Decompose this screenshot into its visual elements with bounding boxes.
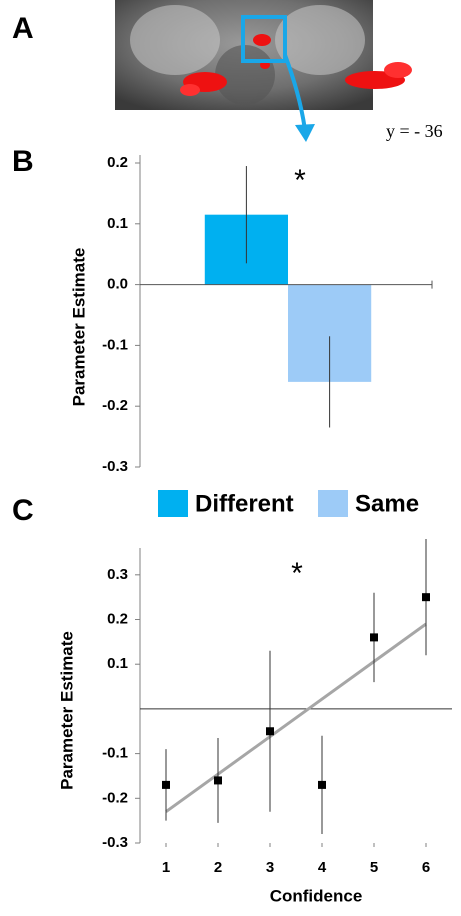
data-point (162, 780, 170, 789)
brain-image (115, 0, 412, 142)
data-point (422, 593, 430, 602)
x-tick-label: 6 (422, 859, 430, 876)
y-tick-label: -0.1 (102, 336, 128, 353)
y-tick-label: 0.3 (107, 566, 128, 583)
y-tick-label: 0.1 (107, 215, 128, 232)
y-axis-label: Parameter Estimate (69, 248, 88, 407)
legend-swatch (158, 490, 188, 517)
y-tick-label: -0.2 (102, 789, 128, 806)
y-tick-label: -0.2 (102, 397, 128, 414)
data-point (266, 727, 274, 736)
panel-label: C (12, 494, 34, 527)
legend-label: Different (195, 490, 294, 517)
x-axis-label: Confidence (270, 886, 363, 905)
data-point (370, 633, 378, 642)
slice-caption: y = - 36 (386, 121, 443, 141)
annotation: * (294, 164, 306, 197)
data-point (318, 780, 326, 789)
x-tick-label: 2 (214, 859, 222, 876)
annotation: * (291, 557, 303, 590)
y-tick-label: 0.2 (107, 154, 128, 171)
y-tick-label: 0.0 (107, 276, 128, 293)
y-tick-label: 0.1 (107, 655, 128, 672)
x-tick-label: 1 (162, 859, 170, 876)
y-tick-label: -0.3 (102, 834, 128, 851)
panel-label: B (12, 145, 34, 178)
data-point (214, 776, 222, 785)
y-tick-label: -0.1 (102, 745, 128, 762)
y-tick-label: -0.3 (102, 458, 128, 475)
trend-line (165, 622, 427, 813)
x-tick-label: 4 (318, 859, 327, 876)
x-tick-label: 3 (266, 859, 274, 876)
x-tick-label: 5 (370, 859, 378, 876)
y-tick-label: 0.2 (107, 610, 128, 627)
y-axis-label: Parameter Estimate (57, 631, 76, 790)
legend-swatch (318, 490, 348, 517)
panel-label: A (12, 12, 34, 45)
legend-label: Same (355, 490, 419, 517)
